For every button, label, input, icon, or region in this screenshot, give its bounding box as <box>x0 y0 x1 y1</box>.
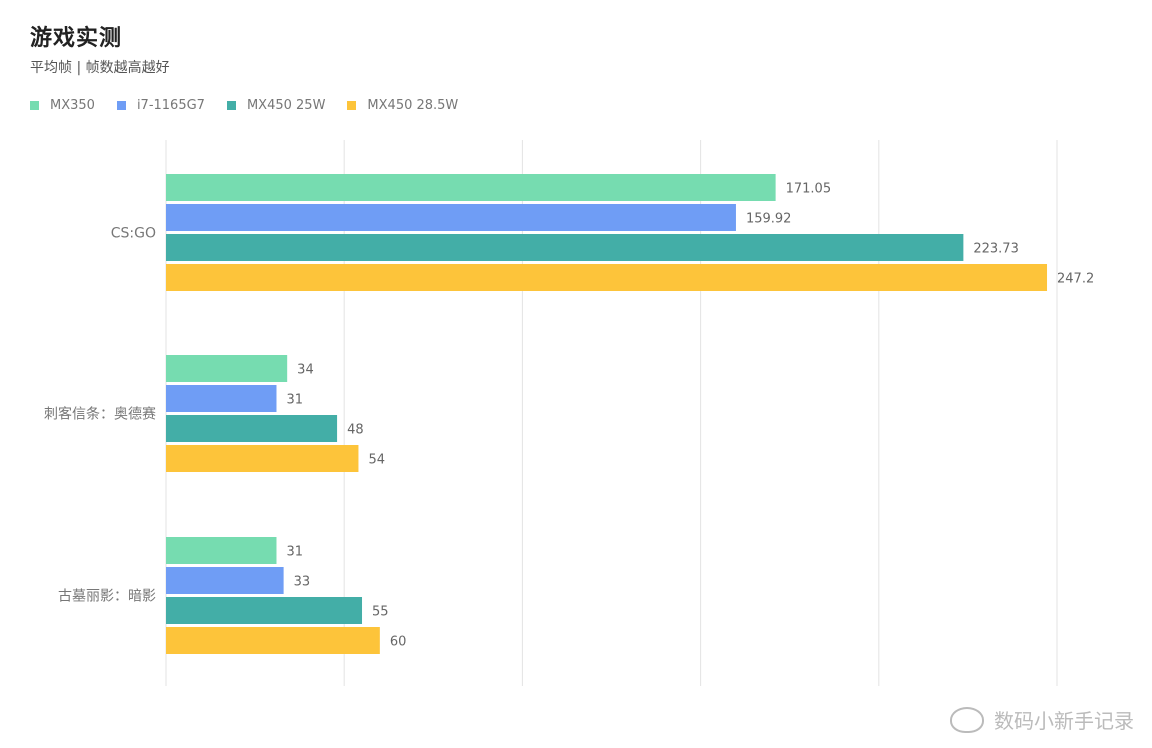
data-label-1-3: 54 <box>368 453 385 468</box>
legend-swatch-1 <box>116 101 126 110</box>
category-label-2: 古墓丽影：暗影 <box>58 589 156 605</box>
legend-swatch-3 <box>347 101 357 110</box>
bar-1-1 <box>166 385 277 412</box>
legend-swatch-2 <box>226 101 236 110</box>
chart-subtitle: 平均帧 | 帧数越高越好 <box>30 60 170 76</box>
legend-swatch-0 <box>30 101 39 110</box>
bar-0-2 <box>166 234 964 261</box>
bar-1-2 <box>166 415 338 442</box>
legend: MX350 i7-1165G7 MX450 25W MX450 28.5W <box>30 98 458 113</box>
data-label-1-1: 31 <box>286 393 303 408</box>
category-label-0: CS:GO <box>111 226 156 242</box>
bar-2-3 <box>166 627 380 654</box>
watermark: 数码小新手记录 <box>950 705 1134 734</box>
data-label-0-2: 223.73 <box>973 242 1019 257</box>
chart-title: 游戏实测 <box>30 26 123 51</box>
legend-label-3: MX450 28.5W <box>367 98 459 113</box>
category-label-1: 刺客信条：奥德赛 <box>44 406 156 423</box>
bar-2-1 <box>166 567 284 594</box>
data-label-2-2: 55 <box>372 605 389 620</box>
data-label-1-2: 48 <box>347 423 364 438</box>
bar-1-0 <box>166 355 288 382</box>
data-label-1-0: 34 <box>297 363 314 378</box>
weibo-logo-icon <box>950 706 984 733</box>
bar-0-1 <box>166 204 736 231</box>
legend-item-1: i7-1165G7 <box>116 98 205 113</box>
legend-item-3: MX450 28.5W <box>347 98 458 113</box>
data-label-0-1: 159.92 <box>746 212 792 227</box>
data-label-0-3: 247.2 <box>1057 272 1094 287</box>
legend-label-0: MX350 <box>50 98 95 113</box>
legend-item-2: MX450 25W <box>226 98 326 113</box>
legend-label-1: i7-1165G7 <box>136 98 205 113</box>
bar-0-3 <box>166 264 1048 291</box>
data-label-0-0: 171.05 <box>786 182 832 197</box>
bar-0-0 <box>166 174 776 201</box>
legend-item-0: MX350 <box>30 98 95 113</box>
data-label-2-3: 60 <box>390 635 407 650</box>
bar-2-0 <box>166 537 277 564</box>
legend-label-2: MX450 25W <box>246 98 326 113</box>
bar-2-2 <box>166 597 363 624</box>
watermark-text: 数码小新手记录 <box>994 709 1134 733</box>
bar-1-3 <box>166 445 359 472</box>
data-label-2-1: 33 <box>294 575 311 590</box>
data-label-2-0: 31 <box>286 545 303 560</box>
